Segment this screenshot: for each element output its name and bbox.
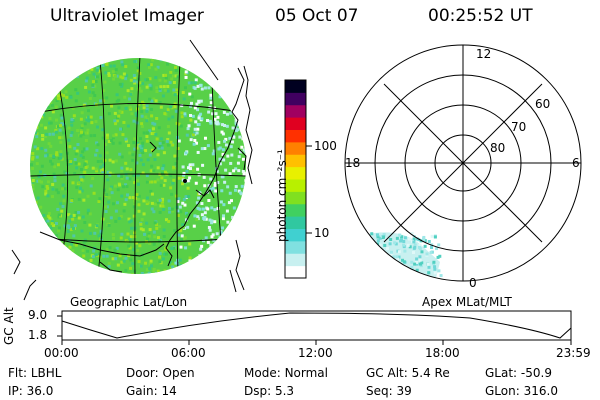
- gc-alt-axis-label: GC Alt: [2, 307, 16, 345]
- colorbar-cell: [285, 216, 306, 229]
- mlat-label-70: 70: [511, 120, 527, 134]
- mlat-label-80: 80: [490, 141, 506, 155]
- colorbar-tick-100: 100: [314, 139, 337, 153]
- colorbar-cell: [285, 154, 306, 168]
- image-date: 05 Oct 07: [275, 6, 359, 26]
- colorbar-cell: [285, 129, 306, 143]
- colorbar-cell: [285, 203, 306, 217]
- polar-auroral-data: [360, 232, 443, 281]
- colorbar-cell: [285, 253, 306, 267]
- geographic-globe: [11, 39, 253, 301]
- status-ip: IP: 36.0: [8, 384, 54, 398]
- altitude-strip: [57, 310, 572, 345]
- colorbar-label: photon cm⁻²s⁻¹: [275, 149, 289, 242]
- colorbar-cell: [285, 104, 306, 118]
- status-dsp: Dsp: 5.3: [244, 384, 295, 398]
- colorbar-cell: [285, 179, 306, 192]
- gc-alt-min: 1.8: [28, 328, 48, 342]
- colorbar-cell: [285, 240, 306, 254]
- colorbar-cell: [285, 80, 306, 93]
- mlat-label-60: 60: [535, 97, 551, 111]
- polar-grid: [344, 44, 582, 282]
- subsatellite-marker: [183, 179, 187, 183]
- time-tick-0000: 00:00: [44, 346, 79, 360]
- status-glat: GLat: -50.9: [485, 366, 552, 380]
- time-tick-1800: 18:00: [425, 346, 460, 360]
- status-seq: Seq: 39: [366, 384, 412, 398]
- mlt-label-6: 6: [572, 156, 580, 170]
- gc-alt-max: 9.0: [28, 308, 48, 322]
- colorbar-cell: [285, 191, 306, 205]
- status-gain: Gain: 14: [126, 384, 177, 398]
- mlt-label-18: 18: [345, 156, 361, 170]
- colorbar-cell: [285, 166, 306, 180]
- polar-panel-label: Apex MLat/MLT: [422, 295, 512, 309]
- instrument-title: Ultraviolet Imager: [50, 6, 204, 26]
- status-door: Door: Open: [126, 366, 195, 380]
- time-tick-1200: 12:00: [298, 346, 333, 360]
- coastline: [23, 67, 247, 301]
- time-tick-2359: 23:59: [556, 346, 591, 360]
- colorbar-cell: [285, 265, 306, 279]
- mlt-label-12: 12: [476, 47, 492, 61]
- status-mode: Mode: Normal: [244, 366, 328, 380]
- image-time: 00:25:52 UT: [428, 6, 533, 26]
- time-tick-0600: 06:00: [171, 346, 206, 360]
- lat-lon-grid: [30, 58, 246, 274]
- status-glon: GLon: 316.0: [485, 384, 558, 398]
- color-scale-bar: [284, 79, 312, 279]
- status-filter: Flt: LBHL: [8, 366, 62, 380]
- colorbar-cell: [285, 117, 306, 130]
- status-gc-alt: GC Alt: 5.4 Re: [366, 366, 450, 380]
- colorbar-cell: [285, 228, 306, 242]
- polar-plot: [344, 44, 582, 282]
- colorbar-cell: [285, 92, 306, 106]
- geographic-panel-label: Geographic Lat/Lon: [70, 295, 188, 309]
- colorbar-tick-10: 10: [314, 226, 330, 240]
- mlt-label-0: 0: [469, 276, 477, 290]
- colorbar-cell: [285, 141, 306, 155]
